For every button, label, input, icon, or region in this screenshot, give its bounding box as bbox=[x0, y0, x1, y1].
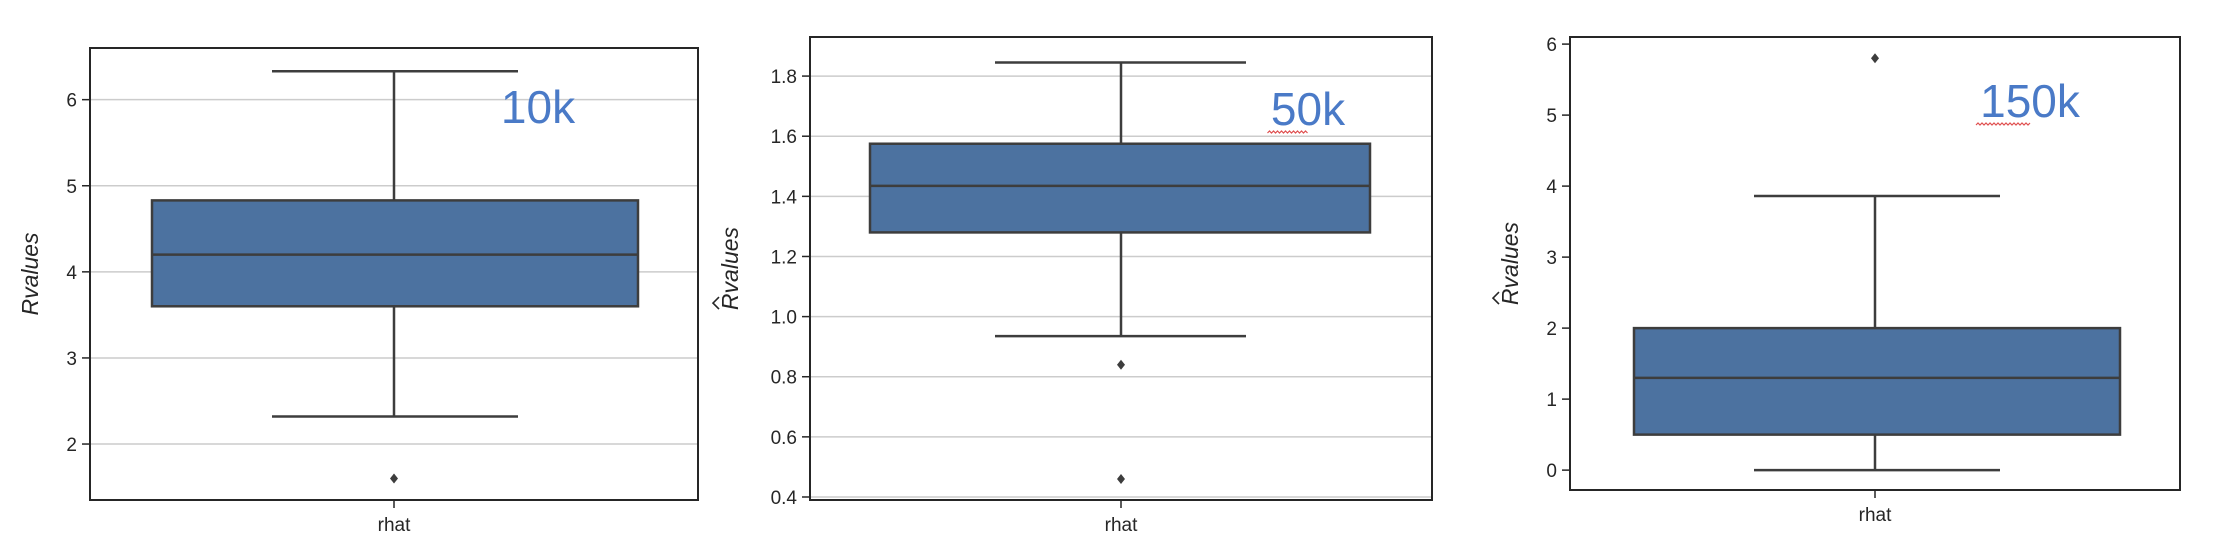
y-axis-label: Rvalues bbox=[1497, 221, 1523, 305]
iqr-box bbox=[150, 199, 640, 308]
y-axis-label-hat bbox=[1491, 291, 1500, 305]
y-tick-label: 4 bbox=[1546, 177, 1557, 198]
annotation-label: 50k bbox=[1271, 83, 1346, 135]
y-tick-label: 4 bbox=[66, 263, 77, 284]
y-tick-label: 1.6 bbox=[771, 127, 797, 148]
y-tick-label: 2 bbox=[66, 435, 77, 456]
y-tick-label: 1.4 bbox=[771, 187, 798, 208]
outlier-point bbox=[1871, 53, 1879, 64]
y-tick-label: 3 bbox=[66, 349, 77, 370]
outlier-point bbox=[1117, 359, 1125, 370]
y-tick-label: 0.8 bbox=[771, 368, 797, 389]
y-tick-label: 0 bbox=[1546, 461, 1557, 482]
y-tick-label: 5 bbox=[1546, 106, 1557, 127]
outlier-point bbox=[390, 473, 398, 484]
y-tick-label: 1.0 bbox=[771, 308, 797, 329]
y-tick-label: 1 bbox=[1546, 390, 1557, 411]
outlier-point bbox=[1117, 473, 1125, 484]
y-tick-label: 0.4 bbox=[771, 488, 798, 509]
y-tick-label: 5 bbox=[66, 177, 77, 198]
annotation-label: 10k bbox=[501, 81, 576, 133]
iqr-box bbox=[1632, 326, 2122, 436]
y-axis-label: Rvalues bbox=[717, 226, 743, 310]
y-axis-label-hat bbox=[711, 296, 720, 310]
y-axis-label: Rvalues bbox=[17, 232, 43, 316]
annotation-label: 150k bbox=[1980, 75, 2081, 127]
spellcheck-underline bbox=[1975, 122, 2031, 126]
boxplot-panel-2: 0.4 0.6 0.8 1.0 1.2 1.4 1.6 1.8 rhat Rvalues 50k bbox=[711, 36, 1433, 536]
y-tick-label: 3 bbox=[1546, 248, 1557, 269]
x-tick-label: rhat bbox=[378, 515, 411, 536]
y-tick-label: 1.8 bbox=[771, 67, 797, 88]
y-tick-label: 6 bbox=[66, 91, 77, 112]
x-tick-label: rhat bbox=[1105, 515, 1138, 536]
spellcheck-underline bbox=[1267, 130, 1308, 134]
boxplot-panel-3: 0 1 2 3 4 5 6 rhat Rvalues 150k bbox=[1491, 35, 2181, 526]
y-tick-label: 2 bbox=[1546, 319, 1557, 340]
y-tick-label: 0.6 bbox=[771, 428, 797, 449]
x-tick-label: rhat bbox=[1859, 505, 1892, 526]
boxplot-panel-1: 2 3 4 5 6 rhat Rvalues 10k bbox=[17, 47, 699, 536]
y-tick-label: 1.2 bbox=[771, 247, 797, 268]
iqr-box bbox=[868, 142, 1372, 234]
y-tick-label: 6 bbox=[1546, 35, 1557, 56]
